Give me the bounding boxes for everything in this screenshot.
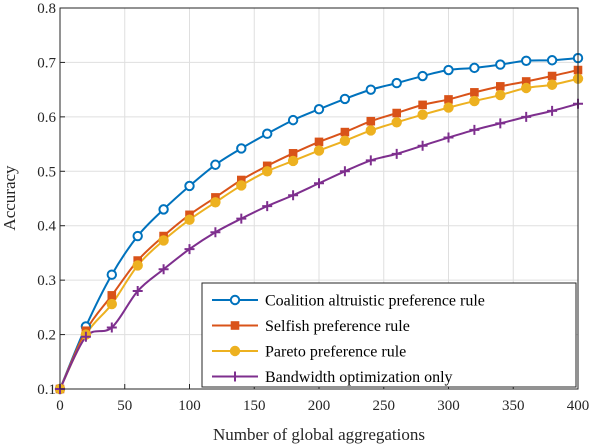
legend: Coalition altruistic preference rule Self… xyxy=(201,282,577,388)
x-axis-ticks: 0 50 100 150 200 250 300 350 400 xyxy=(56,384,589,414)
data-point-bandwidth-optimization-only xyxy=(288,190,299,201)
data-point-pareto-preference-rule xyxy=(287,155,299,167)
legend-marker-pareto-preference-rule xyxy=(229,345,241,357)
data-point-selfish-preference-rule xyxy=(470,88,479,97)
data-point-selfish-preference-rule xyxy=(314,137,324,147)
x-tick-label: 300 xyxy=(437,398,460,414)
y-tick-label: 0.6 xyxy=(37,110,56,126)
data-point-pareto-preference-rule xyxy=(106,298,118,310)
y-tick-label: 0.8 xyxy=(37,1,56,17)
y-tick-label: 0.3 xyxy=(37,273,56,289)
data-point-bandwidth-optimization-only xyxy=(339,166,350,177)
data-point-bandwidth-optimization-only xyxy=(132,286,143,297)
data-point-selfish-preference-rule xyxy=(496,82,505,91)
data-point-bandwidth-optimization-only xyxy=(391,148,402,159)
data-point-bandwidth-optimization-only xyxy=(443,132,454,143)
data-point-selfish-preference-rule xyxy=(418,100,427,110)
x-tick-label: 100 xyxy=(178,398,201,414)
data-point-pareto-preference-rule xyxy=(546,79,558,90)
data-point-coalition-altruistic-preference-rule xyxy=(521,55,532,66)
x-tick-label: 150 xyxy=(243,398,266,414)
data-point-selfish-preference-rule xyxy=(107,291,117,300)
data-point-coalition-altruistic-preference-rule xyxy=(339,93,351,105)
data-point-coalition-altruistic-preference-rule xyxy=(417,70,428,82)
data-point-bandwidth-optimization-only xyxy=(210,227,221,238)
data-point-coalition-altruistic-preference-rule xyxy=(365,84,376,95)
legend-label-pareto-preference-rule: Pareto preference rule xyxy=(265,344,406,361)
x-tick-label: 400 xyxy=(567,398,590,414)
legend-label-coalition-altruistic-preference-rule: Coalition altruistic preference rule xyxy=(265,293,485,310)
data-point-bandwidth-optimization-only xyxy=(184,244,195,255)
legend-marker-coalition-altruistic-preference-rule xyxy=(229,294,241,306)
legend-marker-bandwidth-optimization-only xyxy=(230,371,240,382)
data-point-bandwidth-optimization-only xyxy=(106,322,117,333)
data-point-pareto-preference-rule xyxy=(158,235,169,246)
data-point-bandwidth-optimization-only xyxy=(236,213,247,224)
data-point-selfish-preference-rule xyxy=(547,71,557,81)
data-point-pareto-preference-rule xyxy=(521,82,532,94)
legend-box xyxy=(201,282,577,388)
legend-label-bandwidth-optimization-only: Bandwidth optimization only xyxy=(265,369,453,386)
x-tick-label: 200 xyxy=(308,398,331,414)
data-point-pareto-preference-rule xyxy=(417,109,428,120)
data-point-bandwidth-optimization-only xyxy=(521,111,532,122)
data-point-pareto-preference-rule xyxy=(365,125,376,136)
data-point-pareto-preference-rule xyxy=(339,135,351,147)
data-point-coalition-altruistic-preference-rule xyxy=(443,64,454,76)
data-point-coalition-altruistic-preference-rule xyxy=(132,230,143,242)
data-point-pareto-preference-rule xyxy=(236,180,247,191)
x-tick-label: 0 xyxy=(56,398,64,414)
data-point-selfish-preference-rule xyxy=(444,95,453,104)
data-point-bandwidth-optimization-only xyxy=(417,140,428,151)
data-point-pareto-preference-rule xyxy=(469,95,480,107)
y-tick-label: 0.5 xyxy=(37,164,56,180)
data-point-pareto-preference-rule xyxy=(443,102,454,113)
data-point-coalition-altruistic-preference-rule xyxy=(287,114,299,126)
data-point-pareto-preference-rule xyxy=(495,89,506,101)
data-point-bandwidth-optimization-only xyxy=(158,264,169,275)
legend-label-selfish-preference-rule: Selfish preference rule xyxy=(265,318,410,335)
data-point-selfish-preference-rule xyxy=(340,127,350,137)
data-point-bandwidth-optimization-only xyxy=(314,178,324,189)
y-tick-label: 0.1 xyxy=(37,382,56,398)
data-point-bandwidth-optimization-only xyxy=(495,118,506,129)
data-point-pareto-preference-rule xyxy=(210,197,221,208)
data-point-pareto-preference-rule xyxy=(184,214,195,225)
data-point-coalition-altruistic-preference-rule xyxy=(184,180,195,192)
data-point-bandwidth-optimization-only xyxy=(547,105,558,116)
data-point-pareto-preference-rule xyxy=(391,117,402,128)
y-axis-label: Accuracy xyxy=(0,165,19,231)
legend-marker-selfish-preference-rule xyxy=(230,321,240,330)
data-point-bandwidth-optimization-only xyxy=(80,331,91,342)
data-point-selfish-preference-rule xyxy=(366,116,376,126)
data-point-coalition-altruistic-preference-rule xyxy=(210,159,221,170)
data-point-pareto-preference-rule xyxy=(313,145,325,156)
y-axis-ticks: 0.1 0.2 0.3 0.4 0.5 0.6 0.7 0.8 xyxy=(37,1,65,398)
data-point-pareto-preference-rule xyxy=(132,260,143,271)
data-point-coalition-altruistic-preference-rule xyxy=(158,204,169,215)
data-point-coalition-altruistic-preference-rule xyxy=(546,55,558,66)
y-tick-label: 0.7 xyxy=(37,55,56,71)
x-axis-label: Number of global aggregations xyxy=(213,425,425,444)
data-point-coalition-altruistic-preference-rule xyxy=(236,143,247,154)
y-tick-label: 0.2 xyxy=(37,328,56,344)
data-point-selfish-preference-rule xyxy=(392,108,401,118)
x-tick-label: 350 xyxy=(502,398,525,414)
x-tick-label: 50 xyxy=(117,398,132,414)
y-tick-label: 0.4 xyxy=(37,219,56,235)
data-point-bandwidth-optimization-only xyxy=(365,155,376,166)
data-point-coalition-altruistic-preference-rule xyxy=(495,59,506,70)
series-markers xyxy=(54,52,584,395)
data-point-coalition-altruistic-preference-rule xyxy=(106,269,118,280)
data-point-bandwidth-optimization-only xyxy=(469,124,480,135)
data-point-coalition-altruistic-preference-rule xyxy=(469,62,480,74)
x-tick-label: 250 xyxy=(373,398,396,414)
data-point-pareto-preference-rule xyxy=(262,166,273,177)
data-point-coalition-altruistic-preference-rule xyxy=(313,104,325,115)
data-point-coalition-altruistic-preference-rule xyxy=(262,128,273,139)
data-point-bandwidth-optimization-only xyxy=(262,201,273,212)
data-point-coalition-altruistic-preference-rule xyxy=(391,77,402,89)
